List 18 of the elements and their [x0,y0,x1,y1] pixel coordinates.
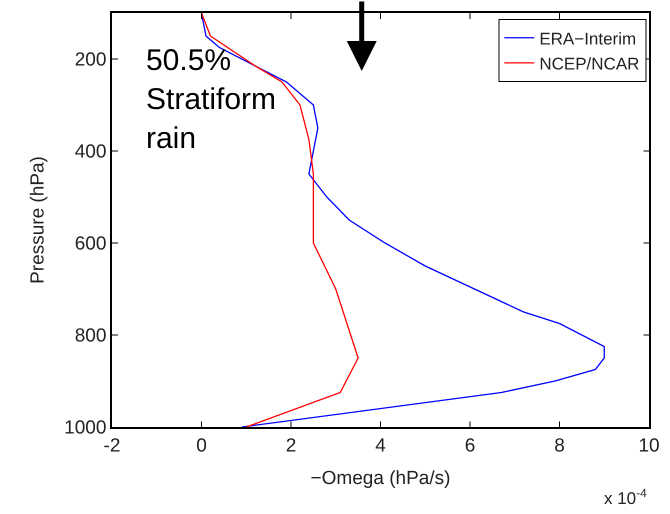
text: x 10$^{-4}$ [604,486,648,508]
x-tick-label: 4 [375,436,386,457]
y-axis-title: Pressure (hPa) [28,156,49,284]
x-tick-label: 10 [638,436,660,457]
x-tick-label: 2 [286,436,296,457]
annotation: 50.5% Stratiform rain [146,44,276,155]
legend-label: NCEP/NCAR [539,54,640,74]
x-tick-label: 0 [196,436,207,457]
x-tick-label: 8 [554,436,565,457]
y-tick-label: 600 [74,234,106,255]
x-axis-title: −Omega (hPa/s) [310,468,450,489]
x-tick-label: 6 [464,436,476,457]
y-tick-label: 1000 [64,418,106,439]
x-tick-label: -2 [104,436,120,457]
y-tick-label: 400 [74,142,106,163]
legend-label: ERA−Interim [539,29,636,48]
y-tick-label: 200 [74,50,106,71]
y-tick-label: 800 [74,326,106,347]
